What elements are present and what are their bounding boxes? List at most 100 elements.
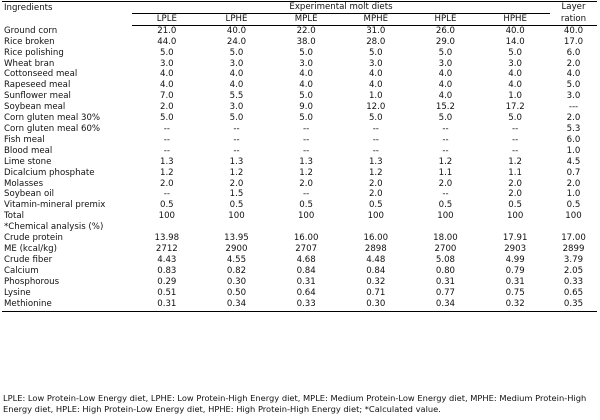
- layer-ration-cell: ---: [568, 102, 579, 113]
- layer-ration-cell: 0.35: [550, 299, 597, 313]
- ingredient-name: Soybean meal: [4, 102, 66, 113]
- diet-value-cell: 0.84: [296, 265, 316, 276]
- diet-value-cell: 4.0: [368, 69, 383, 80]
- diet-value-cell: 1.3: [299, 156, 313, 167]
- diet-value-cell: --: [163, 145, 170, 156]
- diet-value-cell: 100: [228, 211, 245, 222]
- diet-value-cell: 1.3: [229, 156, 244, 167]
- diet-value-cell: 0.5: [438, 200, 453, 211]
- ingredient-name: *Chemical analysis (%): [4, 222, 104, 233]
- diet-composition-table: Ingredients Experimental molt diets Laye…: [2, 1, 597, 313]
- diet-value-cell: 24.0: [226, 36, 247, 47]
- diet-value-cell: 12.0: [366, 102, 386, 113]
- diet-value-cell: 2707: [295, 243, 318, 254]
- diet-value-cell: --: [512, 145, 519, 156]
- table-row: *Chemical analysis (%): [2, 222, 597, 233]
- layer-ration-cell: 0.7: [566, 167, 581, 178]
- table-row: Rice polishing 5.0 5.0 5.0 5.0 5.0 5.0 6.0: [2, 48, 597, 59]
- diet-value-cell: 26.0: [435, 25, 456, 36]
- layer-ration-cell: 100: [565, 211, 582, 222]
- diet-value-cell: --: [303, 189, 310, 200]
- table-row: Fish meal -- -- -- -- -- -- 6.0: [2, 135, 597, 146]
- ingredient-name: Fish meal: [4, 134, 45, 145]
- diet-value-cell: 0.29: [157, 276, 177, 287]
- diet-value-cell: 0.83: [157, 265, 177, 276]
- diet-value-cell: 2.0: [159, 102, 174, 113]
- layer-ration-cell: 6.0: [566, 134, 581, 145]
- diet-value-cell: 18.00: [433, 233, 458, 244]
- diet-composition-table-wrapper: Ingredients Experimental molt diets Laye…: [2, 1, 597, 313]
- diet-value-cell: 0.31: [296, 276, 316, 287]
- table-row: Vitamin-mineral premix 0.5 0.5 0.5 0.5 0.5 0.5…: [2, 200, 597, 211]
- diet-value-cell: 13.98: [154, 233, 180, 244]
- diet-value-cell: 7.0: [159, 91, 174, 102]
- diet-value-cell: [132, 222, 202, 233]
- diet-value-cell: 4.0: [299, 69, 313, 80]
- diet-value-cell: 1.2: [438, 156, 453, 167]
- table-row: Cottonseed meal 4.0 4.0 4.0 4.0 4.0 4.0 4.0: [2, 69, 597, 80]
- diet-value-cell: 100: [158, 211, 176, 222]
- diet-value-cell: 4.0: [159, 69, 174, 80]
- diet-value-cell: 0.51: [157, 287, 177, 298]
- layer-ration-cell: 3.0: [566, 91, 581, 102]
- diet-value-cell: --: [233, 123, 240, 134]
- ingredient-name: Corn gluten meal 60%: [4, 123, 101, 134]
- layer-ration-cell: 17.00: [561, 233, 586, 244]
- diet-value-cell: 3.0: [229, 102, 244, 113]
- diet-value-cell: 0.71: [366, 287, 386, 298]
- diet-value-cell: --: [442, 123, 449, 134]
- diet-value-cell: 4.0: [368, 80, 383, 91]
- table-row: Wheat bran 3.0 3.0 3.0 3.0 3.0 3.0 2.0: [2, 59, 597, 70]
- diet-value-cell: 4.0: [508, 69, 522, 80]
- diet-value-cell: 3.0: [438, 58, 453, 69]
- ingredient-name: Phosphorous: [4, 276, 60, 287]
- diet-value-cell: 44.0: [157, 36, 177, 47]
- diet-value-cell: 0.77: [435, 287, 456, 298]
- diet-value-cell: 4.0: [229, 80, 244, 91]
- layer-ration-cell: 0.5: [566, 200, 581, 211]
- table-row: Corn gluten meal 30% 5.0 5.0 5.0 5.0 5.0 5.0 2.…: [2, 113, 597, 124]
- layer-ration-cell: 40.0: [563, 25, 584, 36]
- ingredient-name: Ground corn: [4, 25, 58, 36]
- diet-value-cell: 4.0: [438, 80, 453, 91]
- diet-value-cell: 5.0: [229, 47, 244, 58]
- ingredient-name: Lysine: [4, 287, 31, 298]
- diet-value-cell: 0.75: [505, 287, 525, 298]
- diet-value-cell: 9.0: [299, 102, 313, 113]
- table-footnote: LPLE: Low Protein-Low Energy diet, LPHE:…: [3, 393, 587, 414]
- diet-value-cell: 100: [367, 211, 384, 222]
- diet-value-cell: 5.0: [299, 47, 313, 58]
- table-row: Crude fiber 4.43 4.55 4.68 4.48 5.08 4.99 3.79: [2, 255, 597, 266]
- diet-value-cell: 1.2: [299, 167, 313, 178]
- header-row-1: Ingredients Experimental molt diets Laye…: [2, 1, 597, 26]
- ingredient-name: Methionine: [2, 299, 132, 313]
- diet-value-cell: 40.0: [226, 25, 247, 36]
- table-row: Rapeseed meal 4.0 4.0 4.0 4.0 4.0 4.0 5.0: [2, 80, 597, 91]
- diet-value-cell: 0.84: [366, 265, 386, 276]
- table-row: Crude protein 13.98 13.95 16.00 16.00 18.00 17…: [2, 233, 597, 244]
- diet-value-cell: 3.0: [229, 58, 244, 69]
- diet-value-cell: 0.5: [299, 200, 313, 211]
- ingredient-name: Cottonseed meal: [4, 69, 78, 80]
- table-row: Methionine 0.31 0.34 0.33 0.30 0.34 0.32 0.35: [2, 299, 597, 313]
- diet-value-cell: 100: [506, 211, 524, 222]
- diet-value-cell: 0.80: [435, 265, 456, 276]
- table-row: Blood meal -- -- -- -- -- -- 1.0: [2, 146, 597, 157]
- diet-value-cell: 2700: [434, 243, 457, 254]
- table-row: Ground corn 21.0 40.0 22.0 31.0 26.0 40.0 40.0: [2, 25, 597, 36]
- diet-value-cell: 5.08: [435, 254, 456, 265]
- diet-value-cell: 17.91: [502, 233, 528, 244]
- diet-value-cell: [271, 222, 341, 233]
- diet-value-cell: 100: [437, 211, 454, 222]
- diet-value-cell: 0.5: [368, 200, 383, 211]
- diet-value-cell: --: [163, 189, 170, 200]
- diet-value-cell: 4.0: [508, 80, 522, 91]
- diet-value-cell: --: [303, 123, 310, 134]
- diet-value-cell: 16.00: [363, 233, 389, 244]
- diet-value-cell: 100: [297, 211, 315, 222]
- diet-value-cell: 5.0: [159, 113, 174, 124]
- ingredient-name: Calcium: [4, 265, 39, 276]
- layer-ration-cell: 4.0: [566, 69, 581, 80]
- table-row: Corn gluten meal 60% -- -- -- -- -- -- 5.3: [2, 124, 597, 135]
- diet-value-cell: 3.0: [299, 58, 313, 69]
